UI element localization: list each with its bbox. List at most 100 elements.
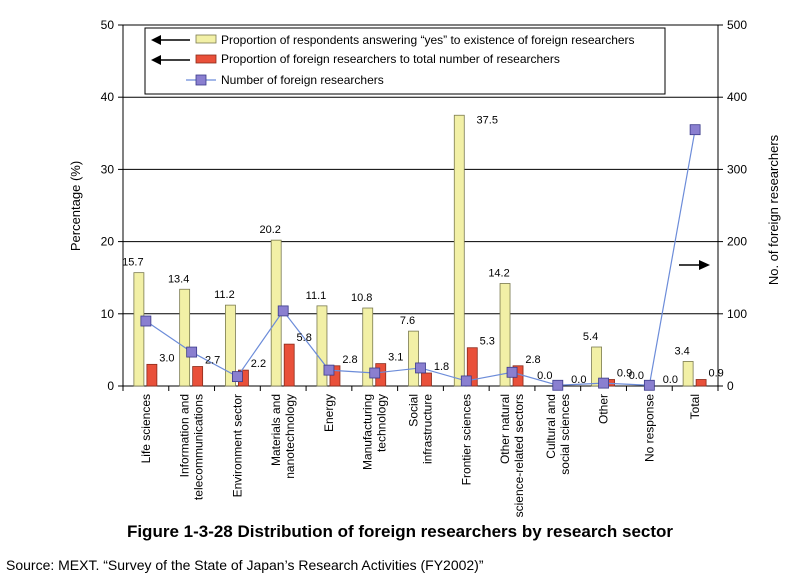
line-marker: [415, 362, 426, 374]
gridlines: [123, 24, 718, 315]
data-label-proportion: 0.0: [571, 374, 586, 386]
legend: Proportion of respondents answering “yes…: [144, 27, 666, 95]
y-tick-label: 40: [101, 90, 115, 104]
line-marker: [643, 379, 655, 391]
x-tick-label: Total: [688, 394, 702, 419]
legend-box: [144, 27, 666, 95]
x-tick-label: Energy: [322, 394, 336, 432]
legend-label-yes: Proportion of respondents answering “yes…: [221, 33, 635, 47]
data-label-proportion: 5.8: [297, 332, 312, 344]
x-tick-label: Other: [597, 394, 611, 424]
bar-yes: [453, 114, 465, 387]
bar-proportion: [466, 347, 478, 387]
legend-arrow-head-2: [151, 55, 161, 65]
bar-yes: [133, 272, 145, 387]
line-marker: [369, 367, 381, 379]
data-label-yes: 0.0: [629, 370, 644, 382]
line-marker: [232, 371, 243, 383]
data-label-yes: 11.1: [306, 290, 327, 302]
x-tick-label: Cultural andsocial sciences: [544, 394, 572, 475]
data-label-proportion: 2.2: [251, 358, 266, 370]
data-label-yes: 15.7: [122, 257, 143, 269]
line-marker: [186, 346, 198, 358]
source-note: Source: MEXT. “Survey of the State of Ja…: [6, 557, 484, 573]
y-tick-label: 0: [107, 379, 114, 393]
data-label-proportion: 0.9: [708, 368, 723, 380]
legend-label-line: Number of foreign researchers: [221, 73, 384, 87]
data-label-yes: 5.4: [583, 331, 598, 343]
data-label-proportion: 3.0: [159, 352, 174, 364]
legend-swatch-proportion: [195, 54, 217, 64]
line-marker: [598, 377, 609, 389]
x-tick-label: Socialinfrastructure: [407, 394, 435, 464]
line-marker: [323, 364, 335, 376]
y2-tick-label: 200: [727, 235, 747, 249]
bar-proportion: [192, 366, 204, 387]
line-marker: [506, 366, 518, 378]
data-label-yes: 13.4: [168, 273, 189, 285]
data-label-proportion: 0.0: [663, 374, 678, 386]
data-label-proportion: 2.8: [525, 354, 540, 366]
legend-swatch-marker: [195, 74, 207, 86]
bar-yes: [408, 330, 419, 387]
bar-proportion: [695, 379, 707, 387]
y2-tick-label: 500: [727, 18, 747, 32]
bar-yes: [316, 305, 328, 387]
data-label-yes: 7.6: [400, 315, 415, 327]
figure-caption: Figure 1-3-28 Distribution of foreign re…: [126, 522, 674, 541]
legend-swatch-yes: [195, 34, 217, 44]
x-tick-label: Other naturalscience-related sectors: [498, 394, 526, 517]
data-label-yes: 0.0: [537, 370, 552, 382]
x-tick-label: Materials andnanotechnology: [269, 394, 297, 479]
bar-proportion: [421, 372, 432, 387]
data-labels: 15.7 13.4 11.2 20.2 11.1 10.8 7.6 37.5 14.2 0.0 5.…: [122, 114, 724, 386]
data-label-yes: 10.8: [351, 292, 372, 304]
data-label-proportion: 2.8: [342, 354, 357, 366]
line-marker: [140, 315, 152, 327]
y-tick-label: 10: [101, 307, 115, 321]
bar-yes: [591, 346, 602, 387]
y-tick-label: 50: [101, 18, 115, 32]
line-marker: [460, 375, 472, 387]
data-label-yes: 14.2: [488, 267, 509, 279]
x-tick-label: Information andtelecommunications: [178, 394, 206, 500]
bars: [133, 114, 707, 387]
bar-yes: [362, 307, 374, 387]
line-marker: [552, 379, 564, 391]
bar-proportion: [329, 365, 341, 387]
x-tick-label: Manufacturingtechnology: [361, 394, 389, 470]
data-label-yes: 11.2: [214, 289, 235, 301]
bar-yes: [179, 288, 191, 387]
bar-yes: [682, 361, 694, 387]
x-tick-label: Frontier sciences: [459, 394, 473, 485]
bar-yes: [225, 304, 236, 387]
data-label-yes: 3.4: [674, 345, 689, 357]
bar-proportion: [146, 363, 158, 387]
bar-proportion: [283, 343, 295, 387]
data-label-proportion: 5.3: [480, 336, 495, 348]
data-label-proportion: 1.8: [434, 361, 449, 373]
x-tick-label: No response: [642, 394, 656, 462]
line-marker: [277, 305, 289, 317]
y-axis-label: Percentage (%): [68, 161, 83, 251]
data-label-yes: 37.5: [477, 114, 498, 126]
y2-tick-label: 400: [727, 90, 747, 104]
right-axis-arrow-icon: [679, 260, 710, 270]
y2-tick-label: 0: [727, 379, 734, 393]
y-tick-label: 30: [101, 162, 115, 176]
y2-axis-label: No. of foreign researchers: [766, 134, 781, 285]
data-label-proportion: 2.7: [205, 355, 220, 367]
data-label-proportion: 3.1: [388, 352, 403, 364]
data-label-proportion: 0.9: [617, 368, 632, 380]
line-marker: [689, 124, 701, 136]
x-tick-label: Environment sector: [230, 394, 244, 497]
line-series: [140, 124, 701, 391]
y-tick-label: 20: [101, 235, 115, 249]
y2-tick-label: 300: [727, 162, 747, 176]
legend-arrow-head-1: [151, 35, 161, 45]
legend-label-proportion: Proportion of foreign researchers to tot…: [221, 52, 560, 66]
x-tick-label: Life sciences: [139, 394, 153, 463]
bar-yes: [499, 283, 511, 387]
